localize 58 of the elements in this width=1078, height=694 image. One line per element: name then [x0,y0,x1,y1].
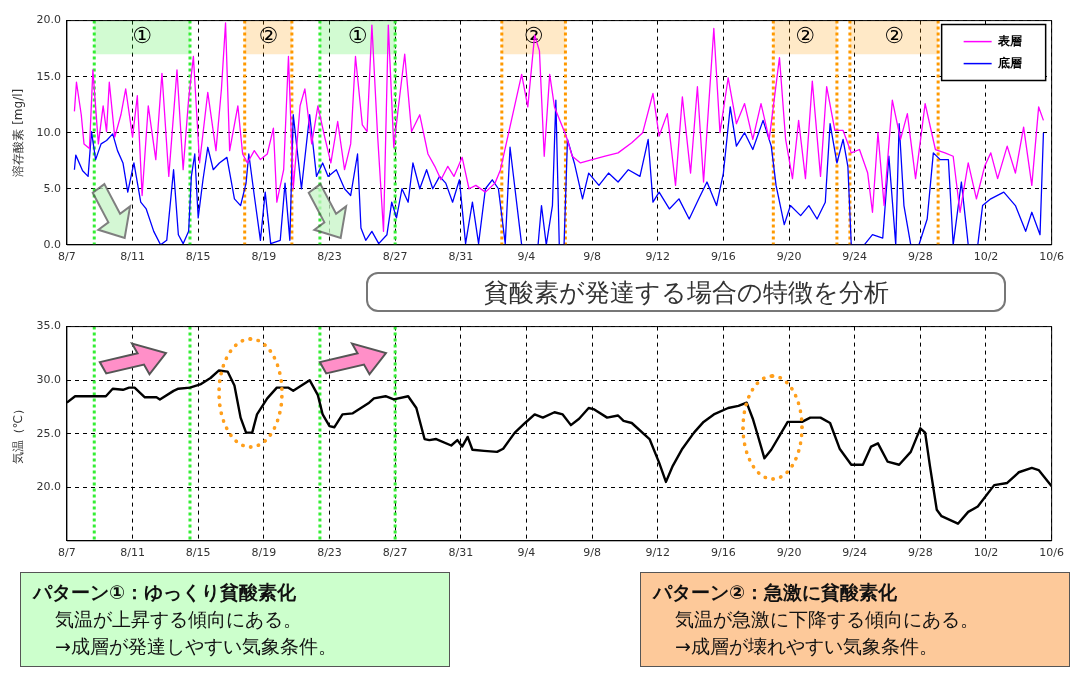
text: 気温が上昇する傾向にある。 [54,606,303,632]
x-tick-label: 9/4 [517,250,536,264]
x-tick-label: 9/20 [776,250,802,264]
x-tick-label: 9/4 [517,546,536,560]
x-tick-label: 10/6 [1039,546,1064,560]
text: →成層が壊れやすい気象条件。 [674,633,939,659]
x-tick-label: 10/6 [1039,250,1064,264]
x-tick-label: 8/11 [120,546,145,560]
band-label: ② [523,23,544,49]
y-tick-label: 30.0 [36,373,61,387]
band-label: ① [132,23,152,49]
y-tick-label: 10.0 [36,125,61,139]
x-tick-label: 9/24 [842,546,868,560]
x-tick-label: 8/7 [58,250,76,264]
text: パターン②：急激に貧酸素化 [653,580,899,605]
x-tick-label: 8/15 [185,250,211,264]
x-tick-label: 9/12 [645,250,671,264]
x-tick-label: 8/27 [382,546,408,560]
x-tick-label: 10/2 [973,250,999,264]
band-label: ② [258,23,279,49]
x-tick-label: 8/15 [185,546,211,560]
text: パターン①：ゆっくり貧酸素化 [33,580,298,605]
text: 貧酸素が発達する場合の特徴を分析 [366,272,1006,312]
x-tick-label: 8/11 [120,250,145,264]
x-tick-label: 8/19 [251,250,277,264]
x-tick-label: 9/16 [711,250,736,264]
x-tick-label: 8/7 [58,546,76,560]
legend-label: 表層 [996,33,1022,48]
band-label: ② [795,23,815,49]
x-tick-label: 8/27 [382,250,408,264]
x-tick-label: 9/8 [583,250,601,264]
y-tick-label: 35.0 [36,319,61,333]
text: 気温が急激に下降する傾向にある。 [674,606,980,632]
x-tick-label: 8/23 [317,250,342,264]
x-tick-label: 9/28 [908,546,933,560]
y-axis-title: 気温（℃） [11,402,26,465]
x-tick-label: 8/31 [448,250,474,264]
x-tick-label: 9/12 [645,546,671,560]
x-tick-label: 8/31 [448,546,474,560]
y-axis-title: 溶存酸素 [mg/l] [11,88,26,177]
x-tick-label: 8/19 [251,546,277,560]
x-tick-label: 9/16 [711,546,736,560]
x-tick-label: 8/23 [317,546,342,560]
text: →成層が発達しやすい気象条件。 [54,633,338,659]
x-tick-label: 9/28 [908,250,933,264]
x-tick-label: 9/20 [776,546,802,560]
y-tick-label: 0.0 [43,237,61,251]
y-tick-label: 20.0 [36,13,61,27]
x-tick-label: 10/2 [973,546,999,560]
y-tick-label: 15.0 [36,69,61,83]
band-label: ② [884,23,904,49]
x-tick-label: 9/24 [842,250,868,264]
band-label: ① [347,23,368,49]
y-tick-label: 20.0 [36,480,61,494]
legend-label: 底層 [996,55,1022,70]
y-tick-label: 5.0 [43,181,61,195]
y-tick-label: 25.0 [36,426,61,440]
x-tick-label: 9/8 [583,546,601,560]
